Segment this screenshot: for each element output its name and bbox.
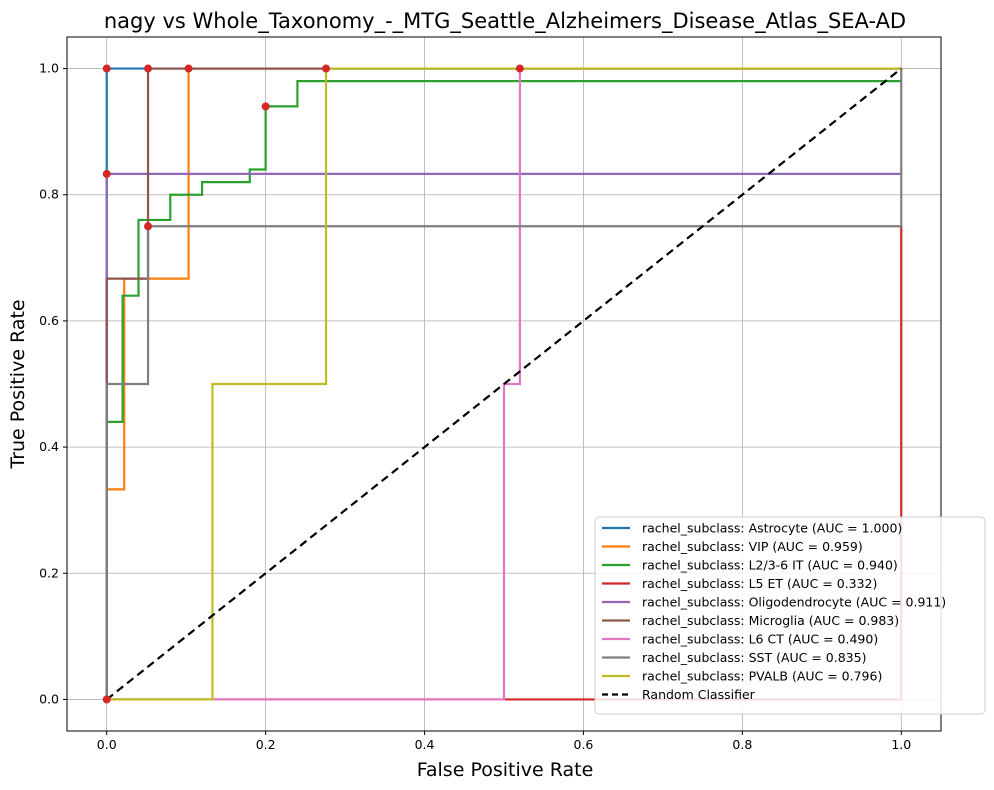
x-tick-label: 0.0	[97, 737, 117, 752]
y-axis-title: True Positive Rate	[7, 299, 29, 469]
random-classifier-line	[106, 67, 902, 701]
plot-frame	[66, 36, 942, 732]
legend-label: rachel_subclass: Microglia (AUC = 0.983)	[642, 613, 899, 628]
legend-label: Random Classifier	[642, 687, 756, 702]
x-axis-title: False Positive Rate	[417, 759, 594, 781]
threshold-marker	[144, 64, 153, 73]
legend-label: rachel_subclass: VIP (AUC = 0.959)	[642, 539, 863, 554]
series-line-8	[106, 67, 902, 701]
legend-label: rachel_subclass: PVALB (AUC = 0.796)	[642, 669, 882, 684]
legend-label: rachel_subclass: L5 ET (AUC = 0.332)	[642, 576, 877, 591]
threshold-marker	[102, 169, 111, 178]
x-tick-label: 0.4	[415, 737, 435, 752]
y-tick-label: 0.6	[39, 313, 59, 328]
threshold-markers	[102, 64, 524, 704]
series-line-2	[105, 80, 902, 700]
threshold-marker	[144, 222, 153, 231]
y-tick-label: 0.8	[39, 187, 59, 202]
threshold-marker	[102, 695, 111, 704]
legend-label: rachel_subclass: Oligodendrocyte (AUC = …	[642, 595, 946, 610]
legend-label: rachel_subclass: Astrocyte (AUC = 1.000)	[642, 521, 902, 536]
y-tick-label: 1.0	[39, 61, 59, 76]
threshold-marker	[261, 102, 270, 111]
threshold-marker	[322, 64, 331, 73]
threshold-marker	[102, 64, 111, 73]
legend-label: rachel_subclass: SST (AUC = 0.835)	[642, 650, 866, 665]
x-tick-label: 1.0	[891, 737, 911, 752]
y-tick-label: 0.0	[39, 691, 59, 706]
legend-box	[594, 516, 986, 715]
legend-label: rachel_subclass: L2/3-6 IT (AUC = 0.940)	[642, 558, 898, 573]
threshold-marker	[515, 64, 524, 73]
legend: rachel_subclass: Astrocyte (AUC = 1.000)…	[594, 516, 986, 715]
axis-ticks: 0.0 0.2 0.4 0.6 0.8 1.0 0.0 0.2 0.4 0.6 0.8 1.0	[39, 61, 911, 752]
legend-label: rachel_subclass: L6 CT (AUC = 0.490)	[642, 632, 878, 647]
x-tick-label: 0.2	[256, 737, 276, 752]
x-tick-label: 0.8	[732, 737, 752, 752]
y-tick-label: 0.4	[39, 439, 59, 454]
chart-title: nagy vs Whole_Taxonomy_-_MTG_Seattle_Alz…	[104, 9, 906, 34]
x-tick-label: 0.6	[574, 737, 594, 752]
y-tick-label: 0.2	[39, 565, 59, 580]
threshold-marker	[184, 64, 193, 73]
series-line-7	[105, 68, 903, 700]
